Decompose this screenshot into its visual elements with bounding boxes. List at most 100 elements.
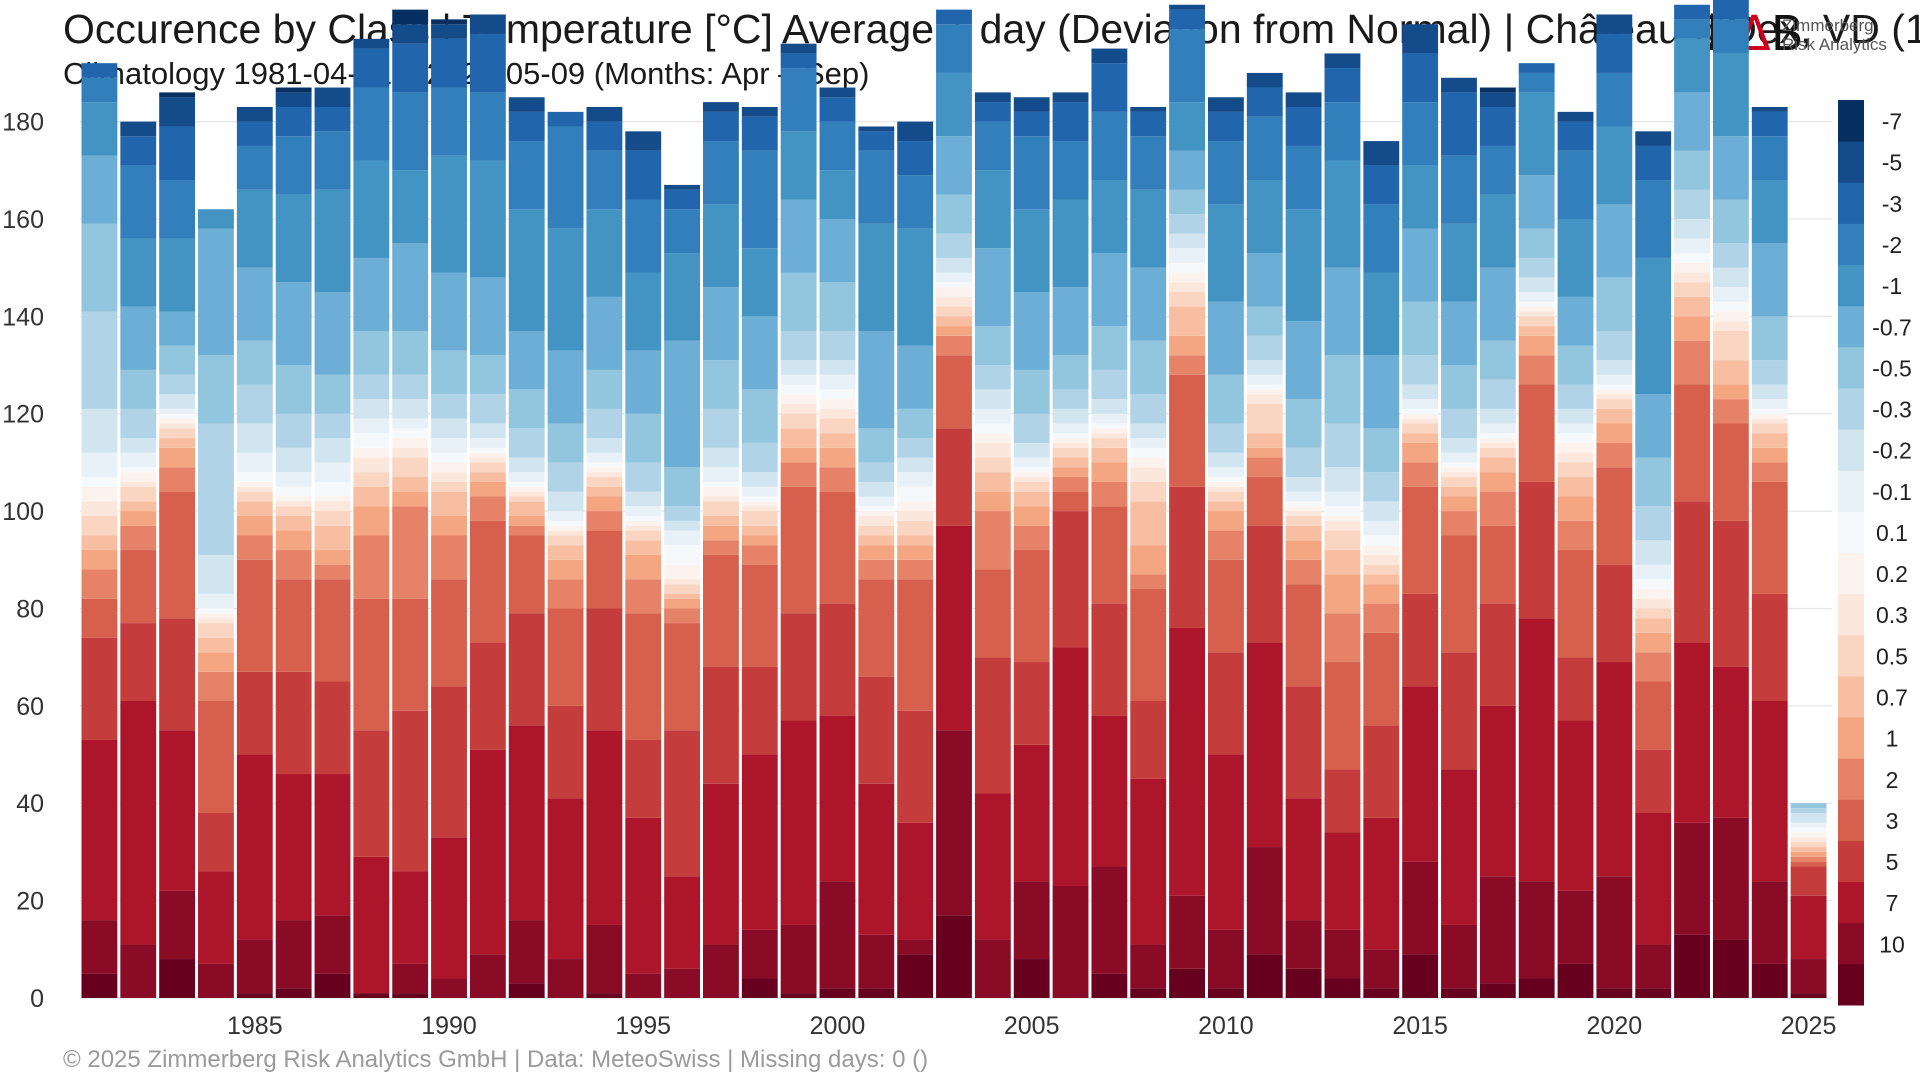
- bar-2014: [1363, 141, 1400, 998]
- bar-segment: [703, 481, 739, 487]
- bar-segment: [1596, 374, 1633, 385]
- bar-segment: [392, 447, 429, 458]
- bar-segment: [897, 710, 934, 823]
- bar-segment: [1751, 399, 1788, 409]
- bar-segment: [1441, 769, 1477, 925]
- bar-segment: [81, 486, 118, 502]
- bar-segment: [81, 311, 118, 409]
- bar-segment: [1674, 4, 1710, 20]
- bar-segment: [1246, 253, 1283, 307]
- bar-segment: [1402, 686, 1439, 862]
- bar-segment: [120, 525, 157, 551]
- bar-segment: [392, 963, 429, 994]
- bar-segment: [1635, 145, 1672, 181]
- bar-segment: [1635, 681, 1672, 750]
- bar-segment: [1246, 389, 1283, 395]
- bar-segment: [469, 160, 506, 278]
- bar-segment: [431, 535, 467, 580]
- bar-segment: [1751, 423, 1788, 434]
- bar-segment: [1091, 428, 1128, 434]
- bar-segment: [1324, 160, 1361, 268]
- bar-segment: [1285, 968, 1322, 998]
- bar-segment: [1363, 428, 1400, 473]
- logo-line-2: Risk Analytics: [1782, 35, 1887, 54]
- bar-segment: [1518, 355, 1555, 385]
- bar-segment: [1363, 632, 1400, 726]
- bar-segment: [314, 107, 351, 132]
- bar-segment: [314, 374, 351, 414]
- bar-segment: [1091, 506, 1128, 604]
- bar-segment: [586, 467, 623, 473]
- bar-segment: [236, 340, 273, 385]
- bar-segment: [236, 671, 273, 755]
- bar-segment: [1635, 944, 1672, 989]
- bar-segment: [547, 350, 584, 424]
- bar-segment: [1402, 301, 1439, 356]
- bar-segment: [1635, 632, 1672, 653]
- bar-segment: [1285, 477, 1322, 492]
- x-tick-label: 1985: [227, 1012, 283, 1040]
- bar-segment: [819, 447, 856, 468]
- bar-segment: [81, 223, 118, 312]
- bar-segment: [974, 423, 1011, 434]
- axis-labels: 0 20 40 60 80 100 120 140 160 180 1985 1990 1995 2000…: [2, 109, 1836, 1040]
- bar-segment: [1013, 97, 1050, 112]
- bar-segment: [741, 472, 778, 487]
- bar-segment: [469, 496, 506, 521]
- bar-segment: [1596, 408, 1633, 424]
- bar-segment: [703, 496, 739, 502]
- bar-segment: [1518, 384, 1555, 482]
- bar-segment: [1518, 175, 1555, 229]
- bar-segment: [1285, 491, 1322, 502]
- bar-segment: [858, 481, 895, 497]
- bar-segment: [1751, 481, 1788, 594]
- bar-segment: [741, 248, 778, 317]
- bar-segment: [1635, 180, 1672, 258]
- bar-segment: [1091, 423, 1128, 429]
- bar-segment: [275, 515, 312, 531]
- bar-segment: [1790, 856, 1827, 862]
- legend-swatch: [1838, 305, 1864, 348]
- bar-segment: [974, 389, 1011, 409]
- bar-segment: [703, 944, 739, 998]
- bar-segment: [1479, 433, 1516, 439]
- bar-segment: [1363, 988, 1400, 998]
- bar-segment: [858, 462, 895, 482]
- bar-segment: [1324, 530, 1361, 551]
- bar-segment: [586, 477, 623, 487]
- bar-segment: [1013, 491, 1050, 507]
- bar-segment: [586, 209, 623, 297]
- bar-segment: [469, 749, 506, 955]
- bar-segment: [1479, 705, 1516, 877]
- bar-segment: [1091, 438, 1128, 448]
- bar-segment: [1363, 564, 1400, 575]
- bar-segment: [625, 506, 662, 516]
- bar-segment: [1324, 515, 1361, 521]
- bar-segment: [1285, 515, 1322, 526]
- bar-segment: [858, 511, 895, 516]
- bar-segment: [1052, 287, 1089, 356]
- bar-segment: [625, 462, 662, 492]
- bar-segment: [625, 515, 662, 521]
- bar-segment: [1207, 491, 1244, 502]
- bar-segment: [625, 520, 662, 526]
- y-tick-label: 180: [2, 109, 44, 137]
- bar-segment: [936, 355, 972, 429]
- bar-segment: [198, 871, 234, 964]
- bar-segment: [353, 87, 390, 161]
- bar-segment: [1518, 292, 1555, 302]
- bar-segment: [586, 438, 623, 453]
- bar-segment: [1363, 725, 1400, 818]
- bar-segment: [159, 92, 196, 98]
- bar-segment: [625, 613, 662, 740]
- bar-segment: [819, 389, 856, 400]
- bar-segment: [314, 564, 351, 580]
- bar-segment: [1635, 608, 1672, 619]
- bar-segment: [664, 730, 701, 877]
- legend-label: -3: [1882, 191, 1902, 217]
- bar-segment: [1596, 33, 1633, 73]
- bar-segment: [1052, 647, 1089, 887]
- bar-segment: [703, 204, 739, 288]
- bar-segment: [81, 501, 118, 516]
- bar-segment: [1479, 340, 1516, 380]
